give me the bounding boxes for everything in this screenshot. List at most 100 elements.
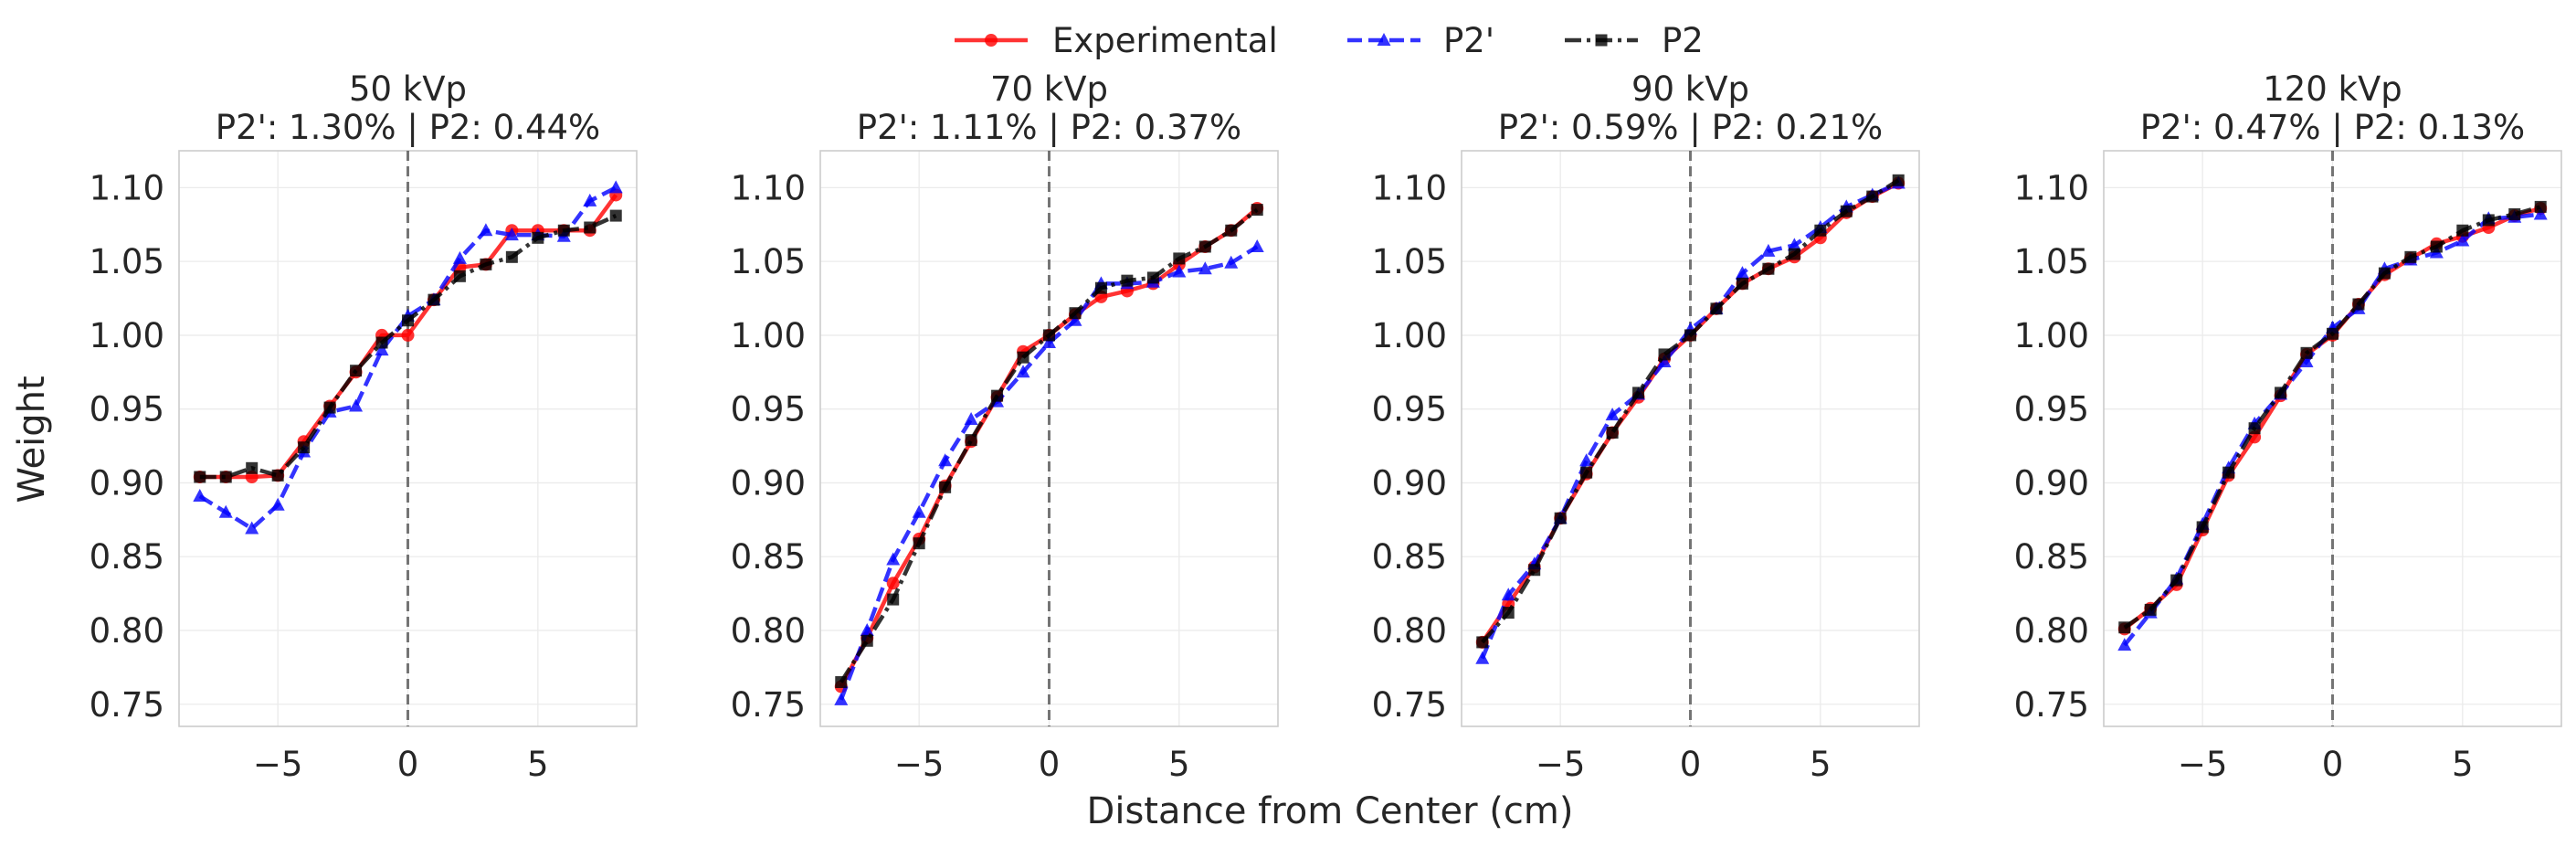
data-point-p2prime bbox=[1579, 453, 1594, 467]
data-point-p2prime bbox=[375, 343, 389, 356]
y-tick-label: 0.90 bbox=[90, 463, 164, 503]
data-point-p2prime bbox=[1068, 312, 1082, 326]
data-point-p2 bbox=[1606, 427, 1619, 439]
data-point-p2 bbox=[375, 336, 388, 349]
data-point-p2 bbox=[2196, 521, 2209, 534]
y-tick-label: 0.95 bbox=[90, 390, 164, 429]
legend: Experimental P2' P2 bbox=[955, 21, 1704, 60]
data-point-p2 bbox=[2352, 298, 2365, 311]
y-tick-label: 1.10 bbox=[2014, 168, 2089, 207]
data-point-p2prime bbox=[583, 193, 597, 206]
x-tick-label: −5 bbox=[894, 745, 945, 784]
legend-marker-experimental bbox=[985, 34, 998, 47]
y-tick-label: 0.75 bbox=[2014, 685, 2089, 725]
data-point-p2prime bbox=[886, 552, 901, 566]
y-tick-label: 1.10 bbox=[90, 168, 164, 207]
data-point-p2 bbox=[1684, 329, 1696, 342]
y-tick-label: 0.85 bbox=[2014, 537, 2089, 577]
x-tick-label: 0 bbox=[397, 745, 419, 784]
data-point-p2 bbox=[1840, 205, 1853, 217]
data-point-p2 bbox=[323, 401, 336, 414]
data-point-p2 bbox=[2482, 214, 2495, 227]
y-tick-label: 1.00 bbox=[731, 316, 806, 355]
y-tick-label: 0.75 bbox=[731, 685, 806, 725]
legend-label-experimental: Experimental bbox=[1052, 21, 1278, 60]
data-point-p2prime bbox=[479, 223, 493, 237]
series-p2 bbox=[194, 209, 622, 483]
x-tick-label: −5 bbox=[2178, 745, 2228, 784]
data-point-p2 bbox=[939, 481, 952, 493]
data-point-p2 bbox=[2170, 574, 2183, 587]
data-point-p2prime bbox=[504, 228, 519, 241]
data-point-p2 bbox=[402, 314, 414, 327]
data-point-p2 bbox=[1814, 224, 1827, 237]
data-point-p2prime bbox=[1787, 238, 1801, 251]
data-point-p2 bbox=[1658, 348, 1671, 361]
data-point-p2prime bbox=[218, 504, 233, 518]
data-point-p2prime bbox=[1761, 243, 1776, 257]
y-tick-label: 0.90 bbox=[731, 463, 806, 503]
y-tick-label: 1.05 bbox=[2014, 242, 2089, 281]
data-point-p2 bbox=[219, 471, 232, 483]
y-tick-label: 0.95 bbox=[2014, 390, 2089, 429]
y-tick-label: 1.05 bbox=[90, 242, 164, 281]
data-point-p2 bbox=[1528, 564, 1541, 577]
data-point-p2prime bbox=[2299, 355, 2314, 367]
y-tick-label: 0.80 bbox=[90, 611, 164, 651]
data-point-p2 bbox=[1146, 271, 1159, 284]
x-tick-label: 5 bbox=[1810, 745, 1832, 784]
data-point-experimental bbox=[886, 577, 900, 590]
legend-label-p2: P2 bbox=[1662, 21, 1704, 60]
data-point-p2prime bbox=[193, 489, 207, 502]
legend-entry-experimental: Experimental bbox=[955, 21, 1278, 60]
panel-4: 0.75 0.80 0.85 0.90 0.95 1.00 1.05 1.10 −5 0 5 120 … bbox=[2014, 69, 2562, 784]
legend-entry-p2prime: P2' bbox=[1347, 21, 1494, 60]
data-point-p2 bbox=[2222, 466, 2235, 479]
data-point-p2prime bbox=[452, 250, 467, 264]
data-point-p2 bbox=[505, 250, 518, 263]
data-point-p2prime bbox=[1042, 335, 1056, 348]
data-point-p2 bbox=[194, 471, 206, 483]
data-point-p2 bbox=[887, 593, 900, 606]
x-tick-label: 5 bbox=[2452, 745, 2474, 784]
data-point-p2 bbox=[1225, 224, 1238, 237]
data-point-p2 bbox=[860, 634, 873, 647]
data-point-p2prime bbox=[1475, 651, 1490, 664]
data-point-p2 bbox=[2378, 267, 2391, 280]
data-point-p2 bbox=[1251, 204, 1263, 217]
y-tick-label: 0.85 bbox=[90, 537, 164, 577]
panel-title: 70 kVp bbox=[990, 69, 1108, 109]
data-point-p2prime bbox=[1605, 408, 1620, 421]
panel-subtitle: P2': 1.30% | P2: 0.44% bbox=[216, 108, 600, 147]
y-tick-label: 0.80 bbox=[2014, 611, 2089, 651]
panel-title: 90 kVp bbox=[1631, 69, 1749, 109]
data-point-p2 bbox=[991, 389, 1004, 402]
x-tick-label: 0 bbox=[1039, 745, 1061, 784]
y-tick-label: 1.00 bbox=[90, 316, 164, 355]
data-point-p2 bbox=[913, 537, 925, 550]
series-p2 bbox=[1476, 174, 1905, 649]
data-point-p2prime bbox=[349, 398, 364, 412]
data-point-p2 bbox=[350, 365, 363, 377]
data-point-p2 bbox=[1173, 252, 1186, 265]
data-point-p2prime bbox=[860, 623, 874, 636]
data-point-p2 bbox=[2300, 346, 2313, 359]
panel-subtitle: P2': 1.11% | P2: 0.37% bbox=[857, 108, 1241, 147]
data-point-p2 bbox=[1094, 281, 1107, 294]
y-tick-label: 1.05 bbox=[731, 242, 806, 281]
series-line-p2prime bbox=[1480, 181, 1900, 660]
series-p2 bbox=[2118, 200, 2547, 634]
legend-entry-p2: P2 bbox=[1565, 21, 1704, 60]
x-tick-label: 5 bbox=[1168, 745, 1190, 784]
legend-marker-p2 bbox=[1595, 34, 1608, 47]
y-tick-label: 1.00 bbox=[1372, 316, 1447, 355]
data-point-p2prime bbox=[270, 497, 285, 511]
panel-1: 0.75 0.80 0.85 0.90 0.95 1.00 1.05 1.10 −5 0 5 50 k… bbox=[90, 69, 638, 784]
data-point-p2prime bbox=[1250, 239, 1264, 252]
x-tick-label: 0 bbox=[1680, 745, 1702, 784]
y-tick-label: 0.85 bbox=[1372, 537, 1447, 577]
data-point-p2prime bbox=[964, 412, 978, 425]
data-point-p2 bbox=[1554, 512, 1567, 524]
legend-label-p2prime: P2' bbox=[1443, 21, 1494, 60]
